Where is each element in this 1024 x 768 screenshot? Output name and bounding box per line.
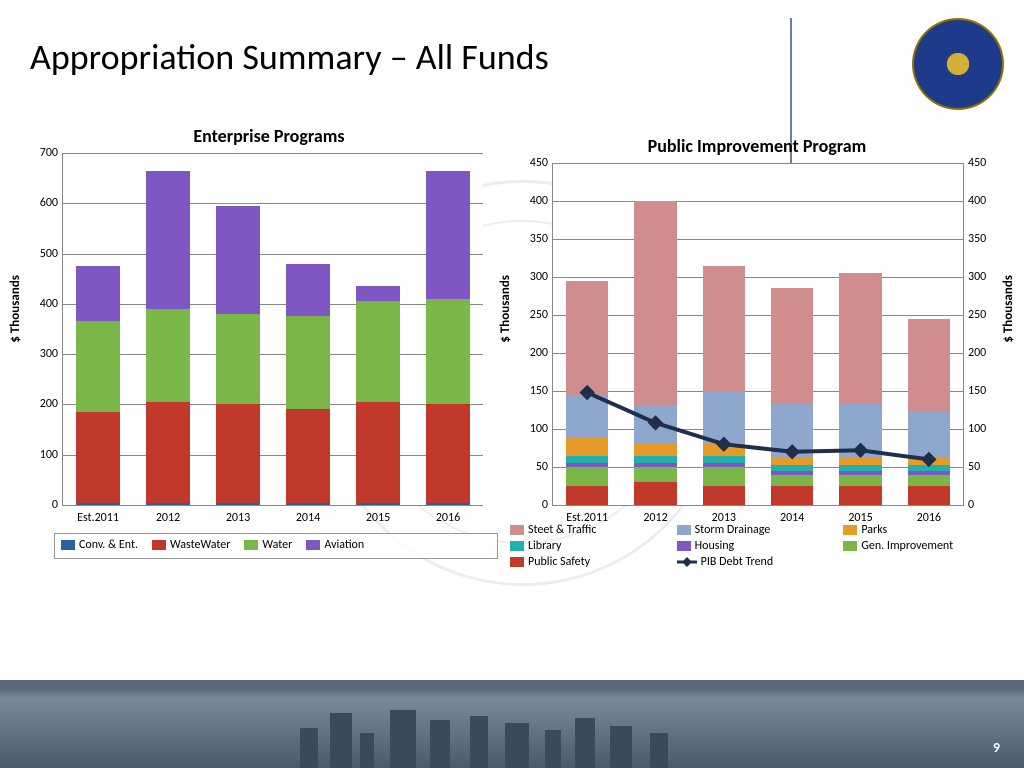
legend-item: WasteWater [152, 538, 230, 552]
enterprise-programs-chart: Enterprise Programs $ Thousands 01002003… [14, 125, 484, 555]
bar-stack [216, 206, 259, 505]
legend-item: Housing [677, 539, 830, 553]
legend-item: Storm Drainage [677, 523, 830, 537]
chart2-ylabel: $ Thousands [498, 275, 513, 343]
bar-stack [356, 286, 399, 505]
legend-item: Conv. & Ent. [61, 538, 138, 552]
legend-item: PIB Debt Trend [677, 555, 830, 569]
public-improvement-chart: Public Improvement Program $ Thousands $… [504, 125, 1010, 555]
chart1-plot: 0100200300400500600700Est.20112012201320… [62, 153, 483, 506]
bar-stack [286, 264, 329, 505]
chart2-legend: Steet & Traffic Storm Drainage Parks Librar… [510, 523, 1010, 569]
bar-stack [426, 171, 469, 505]
bar-stack [146, 171, 189, 505]
chart1-ylabel: $ Thousands [8, 275, 23, 343]
chart2-plot: 0050501001001501502002002502503003003503… [552, 163, 964, 506]
chart1-title: Enterprise Programs [54, 125, 484, 147]
footer-skyline: 9 [0, 680, 1024, 768]
legend-item: Water [244, 538, 292, 552]
legend-item: Public Safety [510, 555, 663, 569]
page-title: Appropriation Summary – All Funds [30, 35, 549, 79]
chart2-title: Public Improvement Program [504, 135, 1010, 157]
chart2-ylabel-right: $ Thousands [1001, 275, 1016, 343]
charts-container: Enterprise Programs $ Thousands 01002003… [14, 125, 1010, 585]
page-number: 9 [993, 739, 1000, 756]
legend-item: Library [510, 539, 663, 553]
city-seal-icon [912, 18, 1004, 110]
legend-item: Aviation [306, 538, 364, 552]
legend-item: Gen. Improvement [843, 539, 996, 553]
chart1-legend: Conv. & Ent. WasteWater Water Aviation [54, 533, 498, 559]
legend-item: Parks [843, 523, 996, 537]
bar-stack [76, 266, 119, 505]
legend-item: Steet & Traffic [510, 523, 663, 537]
